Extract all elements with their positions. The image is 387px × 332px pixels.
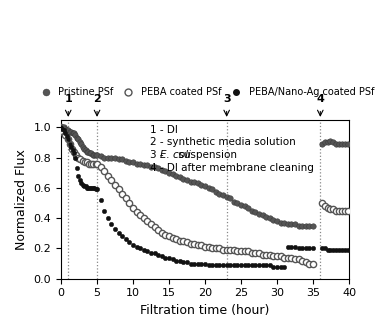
Y-axis label: Normalized Flux: Normalized Flux (15, 149, 28, 250)
Text: 1: 1 (64, 94, 72, 104)
Text: 3 -: 3 - (150, 150, 167, 160)
Text: 4: 4 (316, 94, 324, 104)
Legend: Pristine PSf, PEBA coated PSf, PEBA/Nano-Ag coated PSf: Pristine PSf, PEBA coated PSf, PEBA/Nano… (32, 83, 378, 101)
X-axis label: Filtration time (hour): Filtration time (hour) (140, 304, 270, 317)
Text: 2 - synthetic media solution: 2 - synthetic media solution (150, 137, 296, 147)
Text: suspension: suspension (175, 150, 237, 160)
Text: 2: 2 (93, 94, 101, 104)
Text: 1 - DI: 1 - DI (150, 124, 178, 134)
Text: 3: 3 (223, 94, 231, 104)
Text: E. coli: E. coli (161, 150, 191, 160)
Text: 4 - DI after membrane cleaning: 4 - DI after membrane cleaning (150, 163, 314, 173)
